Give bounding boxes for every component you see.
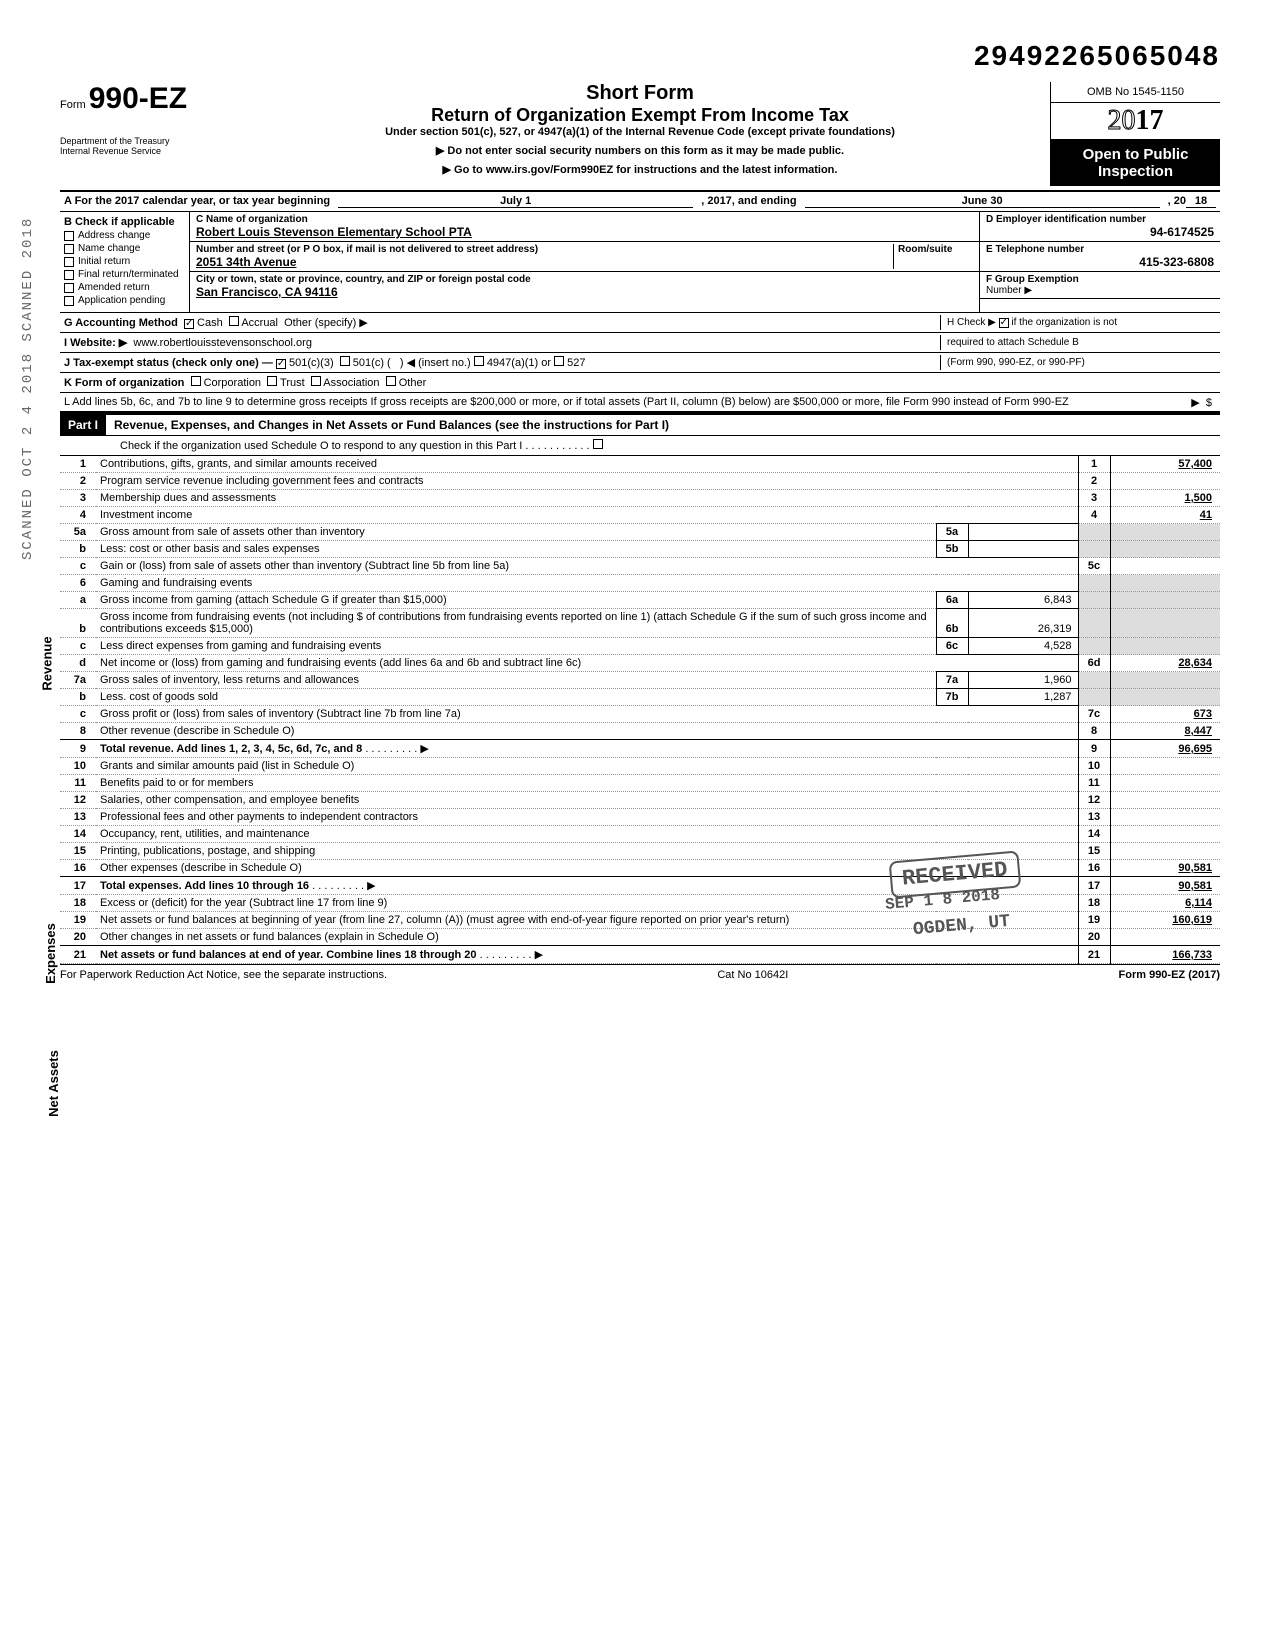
table-row: aGross income from gaming (attach Schedu…	[60, 592, 1220, 609]
line-j: J Tax-exempt status (check only one) — 5…	[60, 353, 1220, 373]
tax-year: 2017	[1051, 103, 1220, 140]
table-row: 7aGross sales of inventory, less returns…	[60, 672, 1220, 689]
part-1-header: Part I Revenue, Expenses, and Changes in…	[60, 413, 1220, 436]
omb-number: OMB No 1545-1150	[1051, 82, 1220, 103]
document-id: 29492265065048	[60, 40, 1220, 72]
subtitle: Under section 501(c), 527, or 4947(a)(1)…	[230, 126, 1050, 138]
table-row: 2Program service revenue including gover…	[60, 473, 1220, 490]
line-i: I Website: ▶ www.robertlouisstevensonsch…	[60, 333, 1220, 353]
short-form-label: Short Form	[230, 82, 1050, 105]
checkbox-cash[interactable]	[184, 319, 194, 329]
revenue-expenses-table: Revenue Expenses Net Assets RECEIVED SEP…	[60, 456, 1220, 964]
table-row: 12Salaries, other compensation, and empl…	[60, 792, 1220, 809]
main-table: 1Contributions, gifts, grants, and simil…	[60, 456, 1220, 964]
line-k: K Form of organization Corporation Trust…	[60, 373, 1220, 393]
table-row: cGross profit or (loss) from sales of in…	[60, 706, 1220, 723]
footer-mid: Cat No 10642I	[717, 969, 788, 981]
website-value: www.robertlouisstevensonschool.org	[133, 337, 312, 349]
revenue-label: Revenue	[40, 636, 55, 690]
table-row: 9Total revenue. Add lines 1, 2, 3, 4, 5c…	[60, 740, 1220, 758]
instruction-2: ▶ Go to www.irs.gov/Form990EZ for instru…	[230, 163, 1050, 176]
table-row: dNet income or (loss) from gaming and fu…	[60, 655, 1220, 672]
line-a: A For the 2017 calendar year, or tax yea…	[60, 192, 1220, 212]
form-prefix: Form	[60, 99, 86, 111]
checkbox-name-change[interactable]	[64, 244, 74, 254]
org-city: San Francisco, CA 94116	[196, 285, 338, 299]
side-scan-text: SCANNED OCT 2 4 2018 SCANNED 2018	[20, 217, 36, 560]
checkbox-h[interactable]	[999, 318, 1009, 328]
table-row: 16Other expenses (describe in Schedule O…	[60, 860, 1220, 877]
ein-value: 94-6174525	[986, 225, 1214, 239]
table-row: 18Excess or (deficit) for the year (Subt…	[60, 895, 1220, 912]
table-row: 19Net assets or fund balances at beginni…	[60, 912, 1220, 929]
dept-label: Department of the Treasury Internal Reve…	[60, 136, 230, 156]
org-name: Robert Louis Stevenson Elementary School…	[196, 225, 472, 239]
checkbox-501c3[interactable]	[276, 359, 286, 369]
checkbox-501c[interactable]	[340, 356, 350, 366]
line-l: L Add lines 5b, 6c, and 7b to line 9 to …	[60, 393, 1220, 413]
table-row: 13Professional fees and other payments t…	[60, 809, 1220, 826]
org-address: 2051 34th Avenue	[196, 255, 297, 269]
open-public-badge: Open to PublicInspection	[1051, 140, 1220, 186]
checkbox-accrual[interactable]	[229, 316, 239, 326]
footer-right: Form 990-EZ (2017)	[1119, 969, 1220, 981]
checkbox-other-org[interactable]	[386, 376, 396, 386]
checkbox-final-return[interactable]	[64, 270, 74, 280]
table-row: 21Net assets or fund balances at end of …	[60, 946, 1220, 964]
netassets-label: Net Assets	[46, 1050, 61, 1117]
block-b-c-d: B Check if applicable Address change Nam…	[60, 212, 1220, 313]
checkbox-assoc[interactable]	[311, 376, 321, 386]
checkbox-527[interactable]	[554, 356, 564, 366]
footer: For Paperwork Reduction Act Notice, see …	[60, 964, 1220, 981]
main-title: Return of Organization Exempt From Incom…	[230, 105, 1050, 126]
checkbox-initial-return[interactable]	[64, 257, 74, 267]
checkbox-trust[interactable]	[267, 376, 277, 386]
table-row: 11Benefits paid to or for members11	[60, 775, 1220, 792]
form-header: Form 990-EZ Department of the Treasury I…	[60, 82, 1220, 192]
table-row: cGain or (loss) from sale of assets othe…	[60, 558, 1220, 575]
col-d-e-f: D Employer identification number94-61745…	[980, 212, 1220, 312]
checkbox-corp[interactable]	[191, 376, 201, 386]
table-row: bLess. cost of goods sold7b1,287	[60, 689, 1220, 706]
line-g-h: G Accounting Method Cash Accrual Other (…	[60, 313, 1220, 333]
col-c-org-info: C Name of organizationRobert Louis Steve…	[190, 212, 980, 312]
instruction-1: ▶ Do not enter social security numbers o…	[230, 144, 1050, 157]
expenses-label: Expenses	[43, 923, 58, 984]
footer-left: For Paperwork Reduction Act Notice, see …	[60, 969, 387, 981]
table-row: 1Contributions, gifts, grants, and simil…	[60, 456, 1220, 473]
table-row: 10Grants and similar amounts paid (list …	[60, 758, 1220, 775]
table-row: 17Total expenses. Add lines 10 through 1…	[60, 877, 1220, 895]
table-row: 3Membership dues and assessments31,500	[60, 490, 1220, 507]
checkbox-schedule-o[interactable]	[593, 439, 603, 449]
form-number: 990-EZ	[89, 82, 187, 115]
table-row: 5aGross amount from sale of assets other…	[60, 524, 1220, 541]
table-row: bGross income from fundraising events (n…	[60, 609, 1220, 638]
telephone-value: 415-323-6808	[986, 255, 1214, 269]
table-row: 20Other changes in net assets or fund ba…	[60, 929, 1220, 946]
table-row: 14Occupancy, rent, utilities, and mainte…	[60, 826, 1220, 843]
checkbox-amended[interactable]	[64, 283, 74, 293]
table-row: cLess direct expenses from gaming and fu…	[60, 638, 1220, 655]
table-row: 6Gaming and fundraising events	[60, 575, 1220, 592]
table-row: 8Other revenue (describe in Schedule O)8…	[60, 723, 1220, 740]
checkbox-pending[interactable]	[64, 296, 74, 306]
table-row: 15Printing, publications, postage, and s…	[60, 843, 1220, 860]
table-row: bLess: cost or other basis and sales exp…	[60, 541, 1220, 558]
col-b-checkboxes: B Check if applicable Address change Nam…	[60, 212, 190, 312]
checkbox-4947[interactable]	[474, 356, 484, 366]
checkbox-address-change[interactable]	[64, 231, 74, 241]
part-1-check: Check if the organization used Schedule …	[60, 436, 1220, 456]
table-row: 4Investment income441	[60, 507, 1220, 524]
